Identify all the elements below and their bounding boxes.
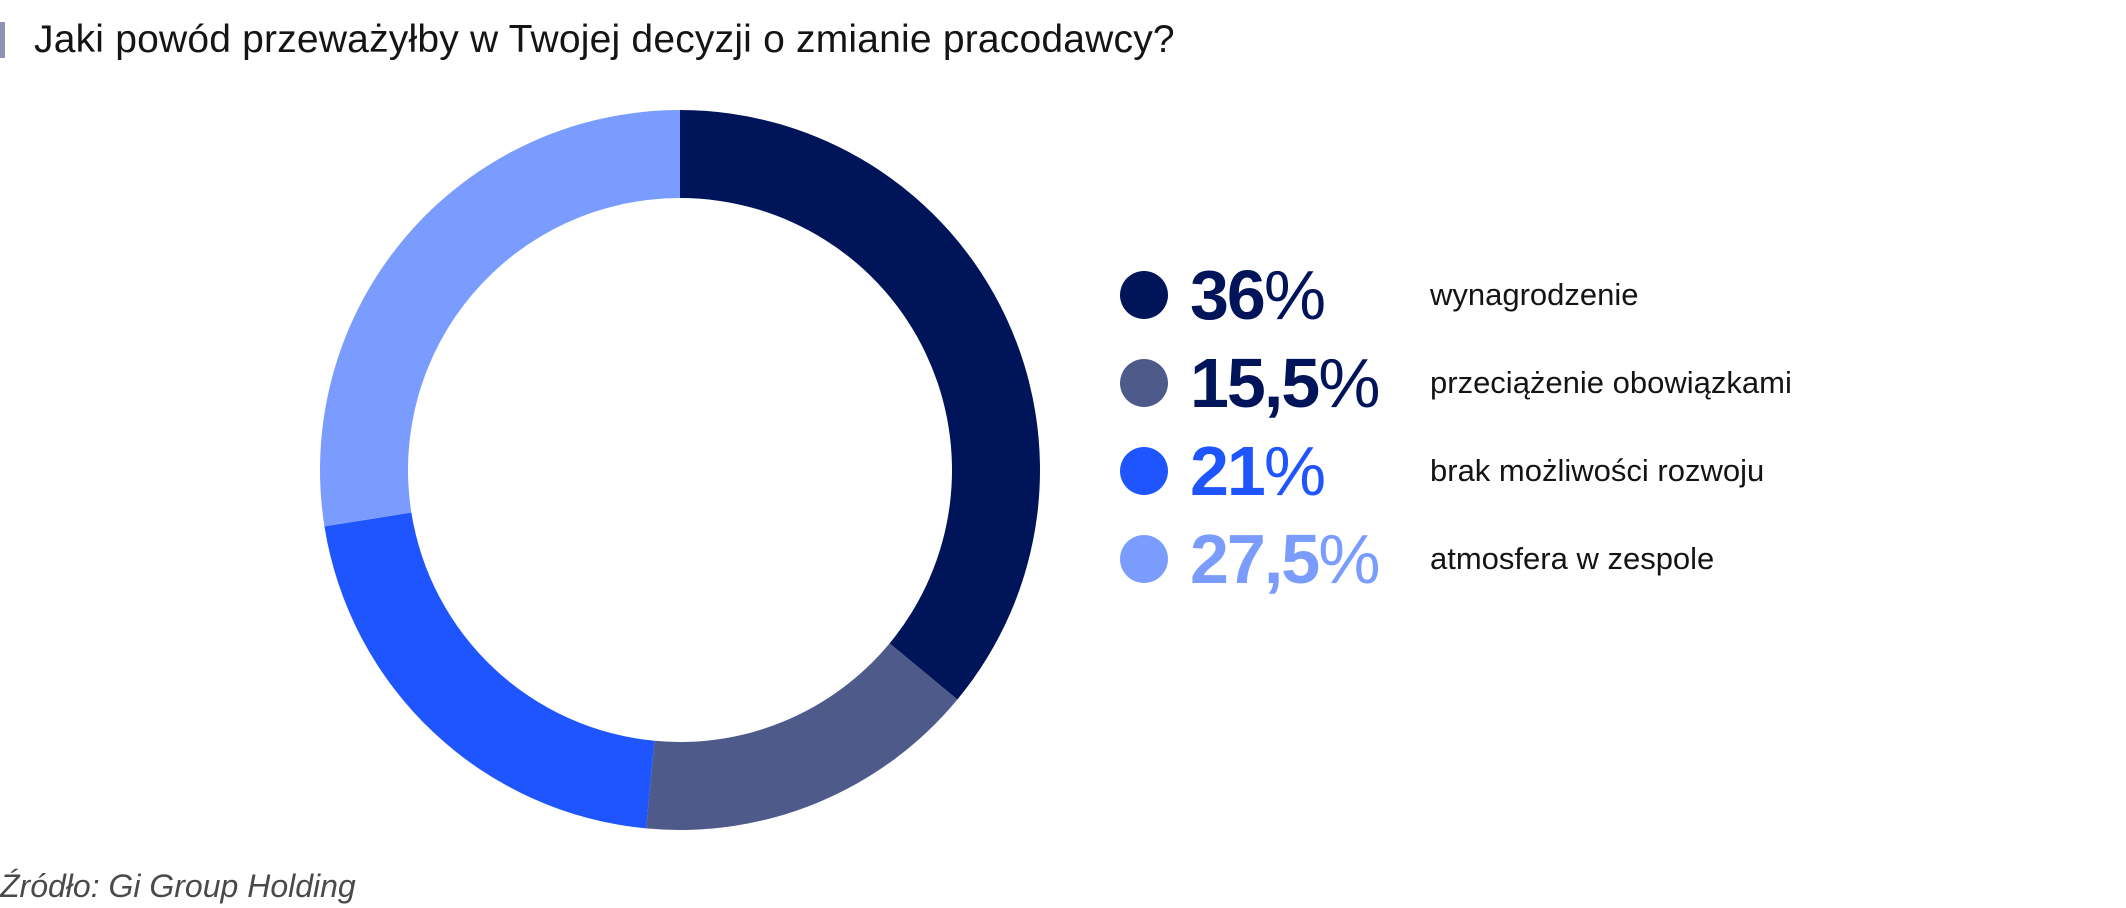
legend-item: 15,5% przeciążenie obowiązkami	[1120, 343, 2020, 423]
legend-label: przeciążenie obowiązkami	[1430, 365, 1792, 400]
legend-value-unit: %	[1318, 520, 1381, 598]
legend-label: atmosfera w zespole	[1430, 541, 1715, 576]
legend-value-unit: %	[1318, 344, 1381, 422]
legend-value-number: 27,5	[1190, 520, 1320, 598]
legend-value-number: 36	[1190, 256, 1266, 334]
legend-color-dot	[1120, 447, 1168, 495]
legend-value-number: 15,5	[1190, 344, 1320, 422]
legend-label: wynagrodzenie	[1430, 277, 1639, 312]
legend-value: 36%	[1190, 255, 1326, 335]
legend-value-unit: %	[1263, 432, 1327, 510]
legend-item: 36% wynagrodzenie	[1120, 255, 2020, 335]
donut-slice-4	[320, 110, 680, 527]
source-note: Źródło: Gi Group Holding	[0, 868, 356, 904]
donut-slice-1	[680, 110, 1040, 700]
donut-chart	[320, 110, 1040, 830]
legend-color-dot	[1120, 359, 1168, 407]
legend-item: 27,5% atmosfera w zespole	[1120, 519, 2020, 599]
legend-value: 27,5%	[1190, 519, 1381, 599]
legend-value: 21%	[1190, 431, 1326, 511]
chart-title: Jaki powód przeważyłby w Twojej decyzji …	[34, 18, 1175, 61]
legend-value: 15,5%	[1190, 343, 1381, 423]
donut-slice-2	[646, 643, 958, 830]
legend-color-dot	[1120, 271, 1168, 319]
donut-slice-3	[324, 512, 655, 829]
legend-value-number: 21	[1190, 432, 1266, 510]
legend-color-dot	[1120, 535, 1168, 583]
chart-legend: 36% wynagrodzenie 15,5% przeciążenie obowią…	[1120, 0, 2020, 908]
title-accent-bar	[0, 22, 5, 58]
legend-value-unit: %	[1263, 256, 1327, 334]
legend-label: brak możliwości rozwoju	[1430, 453, 1765, 488]
legend-item: 21% brak możliwości rozwoju	[1120, 431, 2020, 511]
